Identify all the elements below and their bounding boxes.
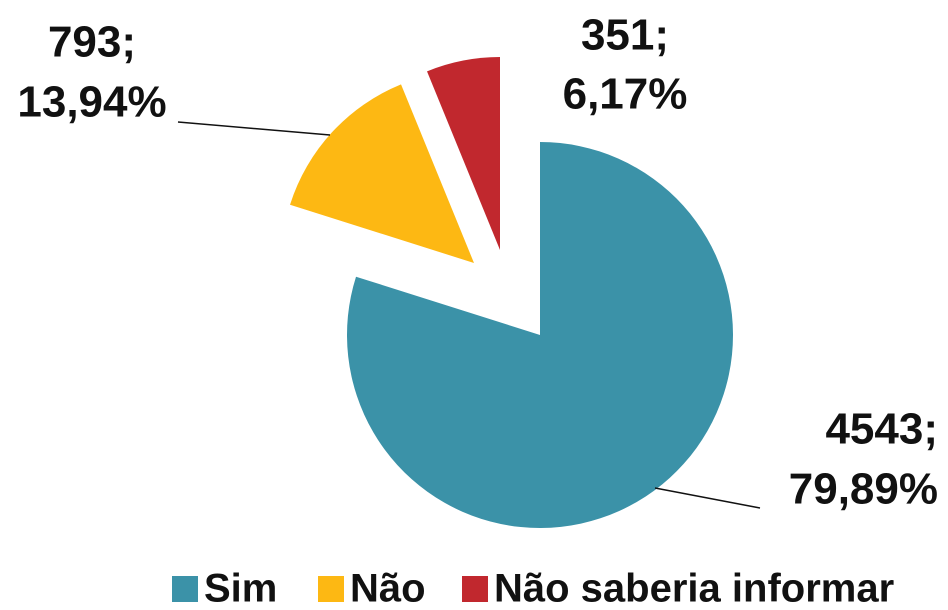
- pie-slice: [347, 142, 733, 528]
- legend-label: Sim: [204, 567, 277, 610]
- leader-line: [654, 487, 761, 509]
- data-label: 6,17%: [563, 70, 688, 119]
- data-label: 13,94%: [17, 78, 166, 127]
- data-label: 351;: [581, 11, 669, 60]
- legend-swatch: [318, 576, 344, 602]
- data-label: 4543;: [825, 405, 938, 454]
- legend-label: Não: [350, 567, 426, 610]
- legend-swatch: [462, 576, 488, 602]
- leader-line: [177, 121, 331, 136]
- pie-slice: [427, 57, 500, 250]
- pie-slice: [290, 84, 474, 263]
- data-label: 793;: [48, 18, 136, 67]
- legend-label: Não saberia informar: [494, 567, 894, 610]
- legend-swatch: [172, 576, 198, 602]
- data-label: 79,89%: [789, 465, 938, 514]
